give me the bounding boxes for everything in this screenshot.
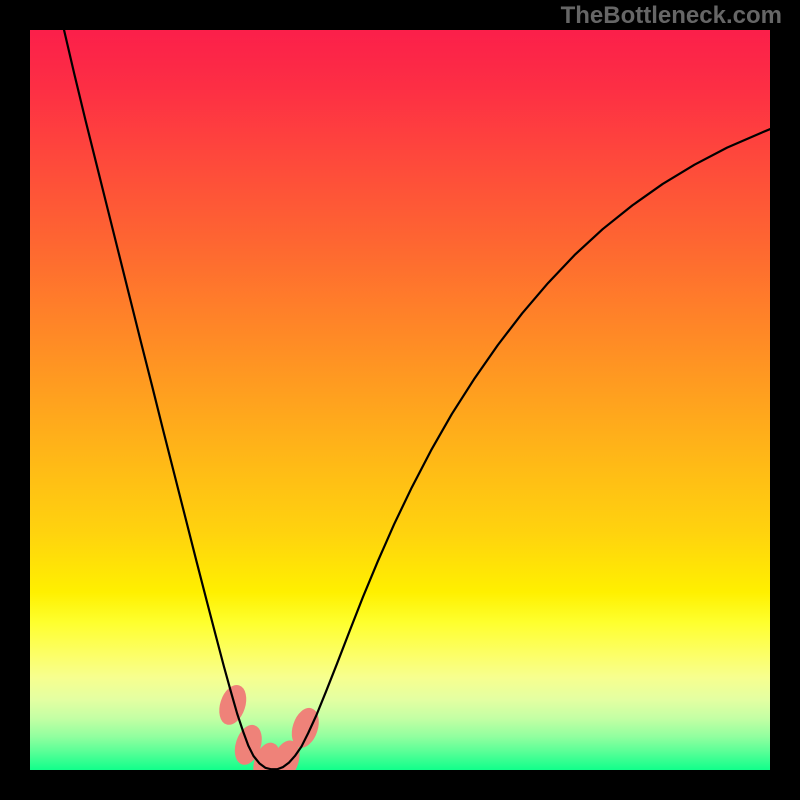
bottleneck-curve xyxy=(64,30,770,769)
curve-layer xyxy=(30,30,770,770)
plot-area xyxy=(30,30,770,770)
watermark-text: TheBottleneck.com xyxy=(561,2,782,30)
marker-point xyxy=(215,682,250,727)
